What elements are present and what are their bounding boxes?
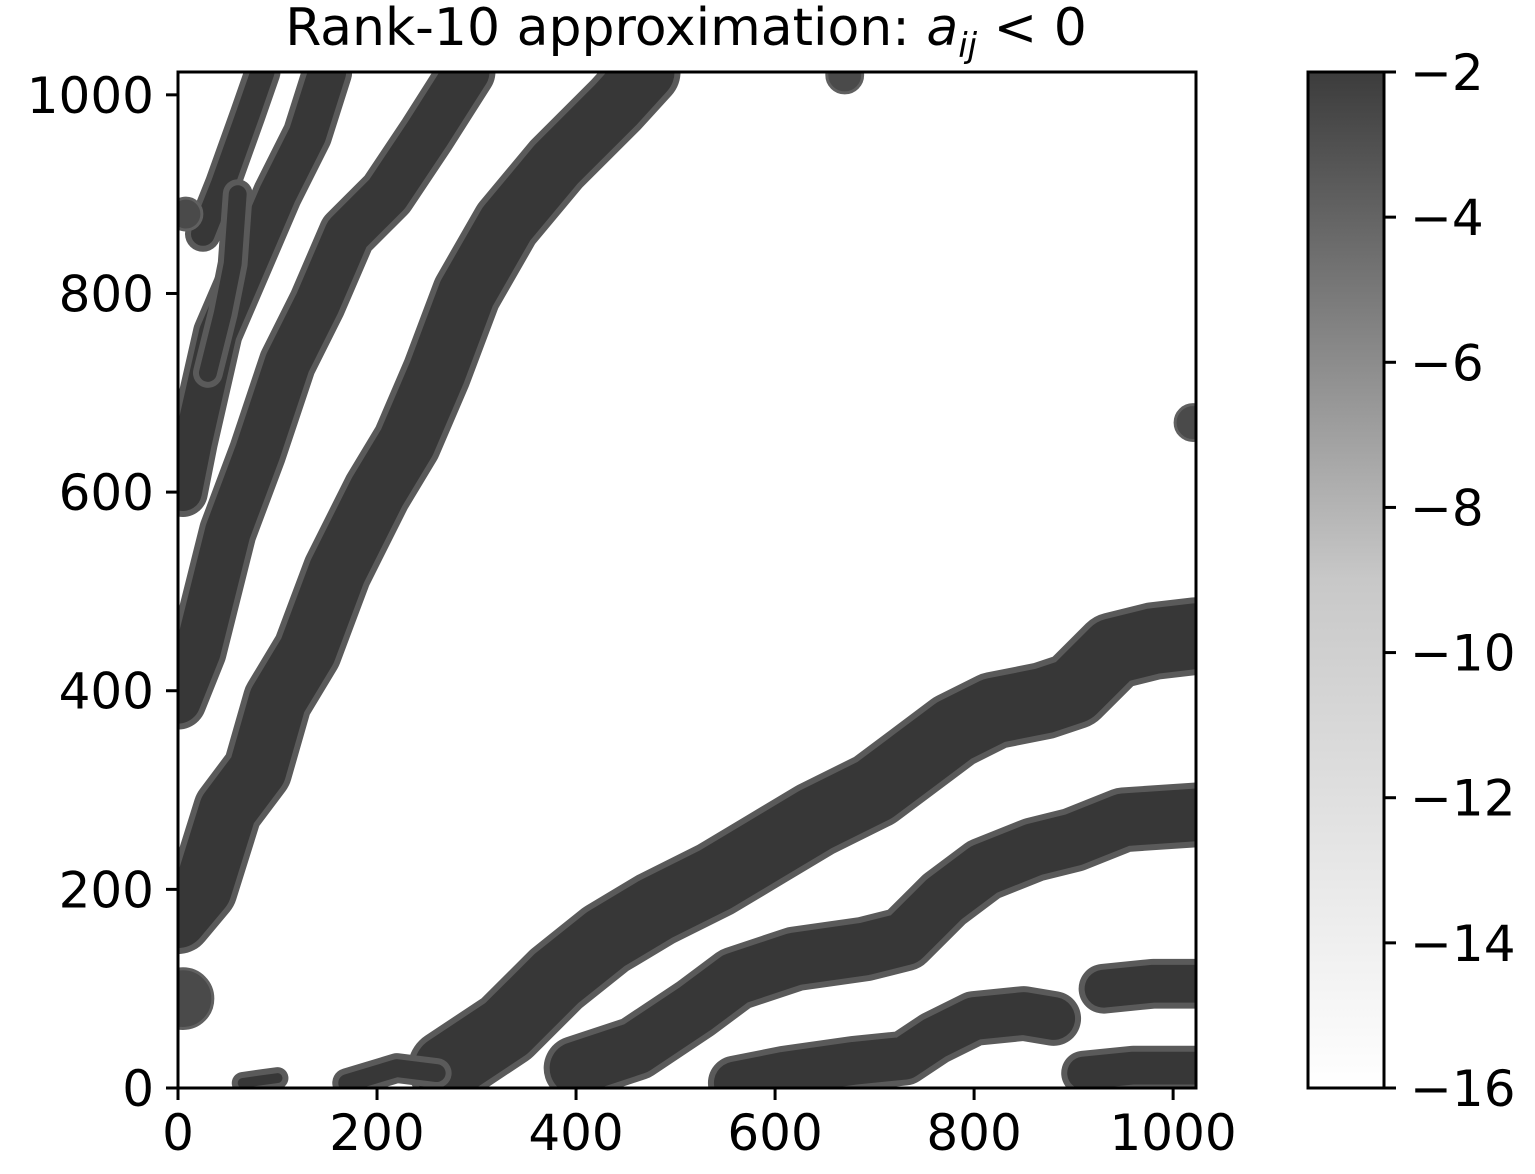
blob-1 xyxy=(825,72,865,95)
chart-title-prefix: Rank-10 approximation: xyxy=(285,0,926,58)
x-tick-label-800: 800 xyxy=(926,1104,1021,1162)
colorbar-ticks: −2 −4 −6 −8 −10 −12 −14 −16 xyxy=(1384,44,1516,1118)
upper-band-4 xyxy=(198,185,247,382)
colorbar-tick-label-2: −6 xyxy=(1410,334,1484,392)
y-axis: 0 200 400 600 800 1000 xyxy=(27,67,178,1118)
lower-band-1 xyxy=(549,788,1196,1088)
plot-marks xyxy=(178,72,1196,1088)
y-tick-label-200: 200 xyxy=(59,861,154,919)
x-tick-label-0: 0 xyxy=(162,1104,194,1162)
colorbar xyxy=(1306,70,1386,1090)
lower-band-5 xyxy=(338,1059,446,1088)
y-tick-label-400: 400 xyxy=(59,663,154,721)
blob-0 xyxy=(178,967,215,1030)
upper-band-1 xyxy=(178,72,490,724)
colorbar-tick-label-1: −4 xyxy=(1410,189,1484,247)
chart-title-var: a xyxy=(926,0,958,58)
x-tick-label-600: 600 xyxy=(727,1104,822,1162)
colorbar-tick-label-4: −10 xyxy=(1410,625,1516,683)
lower-band-2 xyxy=(713,992,1076,1088)
upper-band-2 xyxy=(178,72,347,511)
lower-band-0 xyxy=(413,603,1196,1088)
blob-3 xyxy=(178,196,204,232)
blob-2 xyxy=(1173,403,1196,442)
colorbar-tick-label-3: −8 xyxy=(1410,479,1484,537)
upper-band-0 xyxy=(178,72,675,949)
chart-title: Rank-10 approximation: aij < 0 xyxy=(285,0,1087,66)
y-tick-label-600: 600 xyxy=(59,464,154,522)
x-tick-label-1000: 1000 xyxy=(1109,1104,1236,1162)
chart-title-suffix: < 0 xyxy=(977,0,1087,58)
plot-frame xyxy=(176,70,1198,1090)
upper-band-3 xyxy=(190,72,275,246)
colorbar-tick-label-0: −2 xyxy=(1410,44,1484,102)
colorbar-tick-label-5: −12 xyxy=(1410,770,1516,828)
y-tick-label-0: 0 xyxy=(122,1060,154,1118)
x-tick-label-200: 200 xyxy=(329,1104,424,1162)
y-tick-label-1000: 1000 xyxy=(27,67,154,125)
x-tick-label-400: 400 xyxy=(528,1104,623,1162)
lower-band-4 xyxy=(1067,1051,1196,1088)
y-tick-label-800: 800 xyxy=(59,265,154,323)
colorbar-tick-label-7: −16 xyxy=(1410,1060,1516,1118)
chart-title-sub: ij xyxy=(958,26,977,66)
lower-band-3 xyxy=(1084,964,1196,1008)
x-axis: 0 200 400 600 800 1000 xyxy=(162,1088,1237,1162)
colorbar-tick-label-6: −14 xyxy=(1410,915,1516,973)
lower-band-6 xyxy=(237,1073,283,1088)
